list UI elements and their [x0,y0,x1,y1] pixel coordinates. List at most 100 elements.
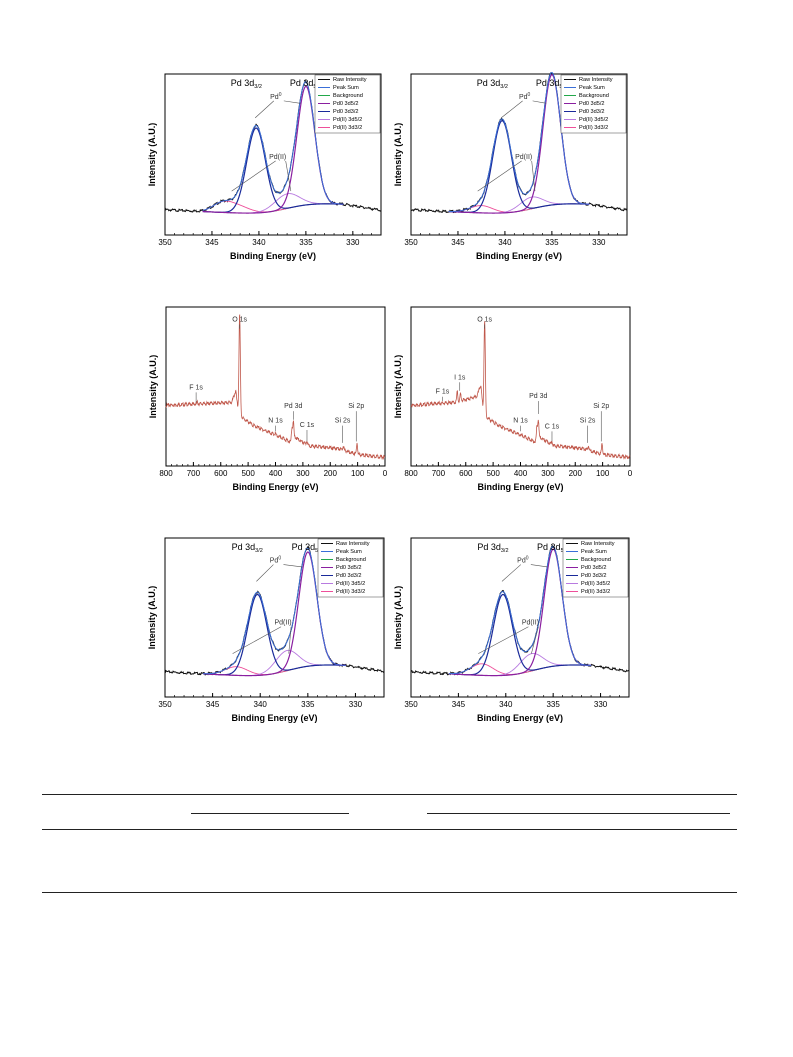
pd2-3d52-line [203,649,346,677]
x-tick-label: 0 [383,469,388,478]
legend-entry: Peak Sum [336,549,362,555]
peak-marker-label: I 1s [454,374,466,381]
x-tick-label: 335 [301,700,315,709]
peak-sum-line [202,81,344,211]
annotation-label: Pd(II) [515,154,532,161]
chart-panel-4: 800 700 600 500 400 300 200 100 0 Binding Energy … [365,303,633,503]
peak-sum-line [448,71,590,212]
chart-panel-1: 350 345 340 335 330 Binding Energy (eV) Intens… [120,70,386,270]
chart-panel-2: 350 345 340 335 330 Binding Energy (eV) Intens… [365,70,631,270]
x-tick-label: 345 [452,700,466,709]
legend-entry: Pd0 3d3/2 [333,109,359,115]
legend-entry: Peak Sum [581,549,607,555]
x-tick-label: 345 [206,700,220,709]
legend-entry: Pd0 3d3/2 [336,573,362,579]
x-tick-label: 500 [486,469,500,478]
x-tick-label: 800 [404,469,418,478]
x-axis-label: Binding Energy (eV) [476,251,562,261]
x-tick-label: 335 [299,238,313,247]
x-tick-label: 345 [205,238,219,247]
x-tick-label: 345 [451,238,465,247]
annotation-arrow [232,626,282,654]
x-tick-label: 100 [351,469,365,478]
legend-entry: Raw Intensity [579,77,613,83]
x-tick-label: 800 [159,469,173,478]
annotation-arrow [283,100,301,104]
annotation-arrow [531,626,539,654]
annotation-label: Pd(II) [522,620,539,627]
x-tick-label: 400 [269,469,283,478]
legend-entry: Pd(II) 3d5/2 [333,117,362,123]
legend-entry: Pd0 3d5/2 [333,101,359,107]
annotation-arrow [256,564,274,582]
legend-entry: Background [336,557,366,563]
legend-entry: Pd0 3d3/2 [581,573,607,579]
x-tick-label: 335 [545,238,559,247]
x-tick-label: 700 [432,469,446,478]
x-tick-label: 0 [628,469,633,478]
x-tick-label: 600 [214,469,228,478]
peak-marker-label: C 1s [300,422,315,429]
plot-frame [410,73,628,236]
annotation-arrow [477,160,522,192]
legend-entry: Pd(II) 3d5/2 [336,581,365,587]
x-tick-label: 350 [158,700,172,709]
annotation-arrow [285,160,292,192]
plot-frame [164,537,385,698]
x-tick-label: 300 [541,469,555,478]
peak-marker-label: F 1s [436,389,450,396]
x-tick-label: 600 [459,469,473,478]
table-subheader-rule-2 [427,813,730,814]
peak-label-3d32: Pd 3d3/2 [231,78,262,90]
chart-svg-6: 350 345 340 335 330 Binding Energy (eV) Intens… [393,537,630,723]
legend-entry: Background [581,557,611,563]
annotation-arrow [531,160,536,192]
y-axis-label: Intensity (A.U.) [393,355,403,419]
x-tick-label: 330 [349,700,363,709]
annotation-arrow [530,564,548,568]
annotation-arrow [478,626,529,654]
annotation-arrow [283,564,303,568]
legend-entry: Pd(II) 3d5/2 [579,117,608,123]
chart-svg-3: 800 700 600 500 400 300 200 100 0 Binding Energy … [148,306,388,492]
x-tick-label: 340 [254,700,268,709]
chart-svg-2: 350 345 340 335 330 Binding Energy (eV) Intens… [393,71,628,261]
survey-spectrum-line [165,314,386,461]
annotation-arrow [254,100,275,119]
pd2-3d32-line [202,200,344,213]
table-bottom-rule [42,892,737,893]
x-tick-label: 330 [594,700,608,709]
legend-entry: Pd(II) 3d5/2 [581,581,610,587]
x-tick-label: 200 [324,469,338,478]
legend-entry: Background [333,93,363,99]
annotation-label: Pd0 [519,92,531,101]
annotation-arrow [231,160,276,192]
chart-panel-5: 350 345 340 335 330 Binding Energy (eV) Intens… [120,537,386,737]
x-axis-label: Binding Energy (eV) [230,251,316,261]
table-mid-rule [42,829,737,830]
pd0-3d32-line [448,120,590,213]
x-tick-label: 350 [158,238,172,247]
peak-marker-label: Pd 3d [529,393,547,400]
legend-entry: Raw Intensity [336,541,370,547]
legend-entry: Pd(II) 3d3/2 [581,589,610,595]
chart-svg-5: 350 345 340 335 330 Binding Energy (eV) Intens… [147,537,385,723]
chart-panel-6: 350 345 340 335 330 Binding Energy (eV) Intens… [365,537,631,737]
peak-marker-label: Si 2p [348,403,364,410]
legend-entry: Background [579,93,609,99]
legend-entry: Pd(II) 3d3/2 [579,125,608,131]
peak-marker-label: Si 2p [593,403,609,410]
x-tick-label: 400 [514,469,528,478]
x-tick-label: 500 [241,469,255,478]
x-tick-label: 330 [346,238,360,247]
y-axis-label: Intensity (A.U.) [393,123,403,187]
plot-frame [410,537,630,698]
chart-panel-3: 800 700 600 500 400 300 200 100 0 Binding Energy … [120,303,388,503]
survey-spectrum-line [410,321,631,460]
x-tick-label: 350 [404,238,418,247]
legend-entry: Raw Intensity [333,77,367,83]
legend-entry: Pd0 3d5/2 [581,565,607,571]
x-axis-label: Binding Energy (eV) [231,713,317,723]
y-axis-label: Intensity (A.U.) [147,123,157,187]
chart-svg-1: 350 345 340 335 330 Binding Energy (eV) Intens… [147,73,382,261]
